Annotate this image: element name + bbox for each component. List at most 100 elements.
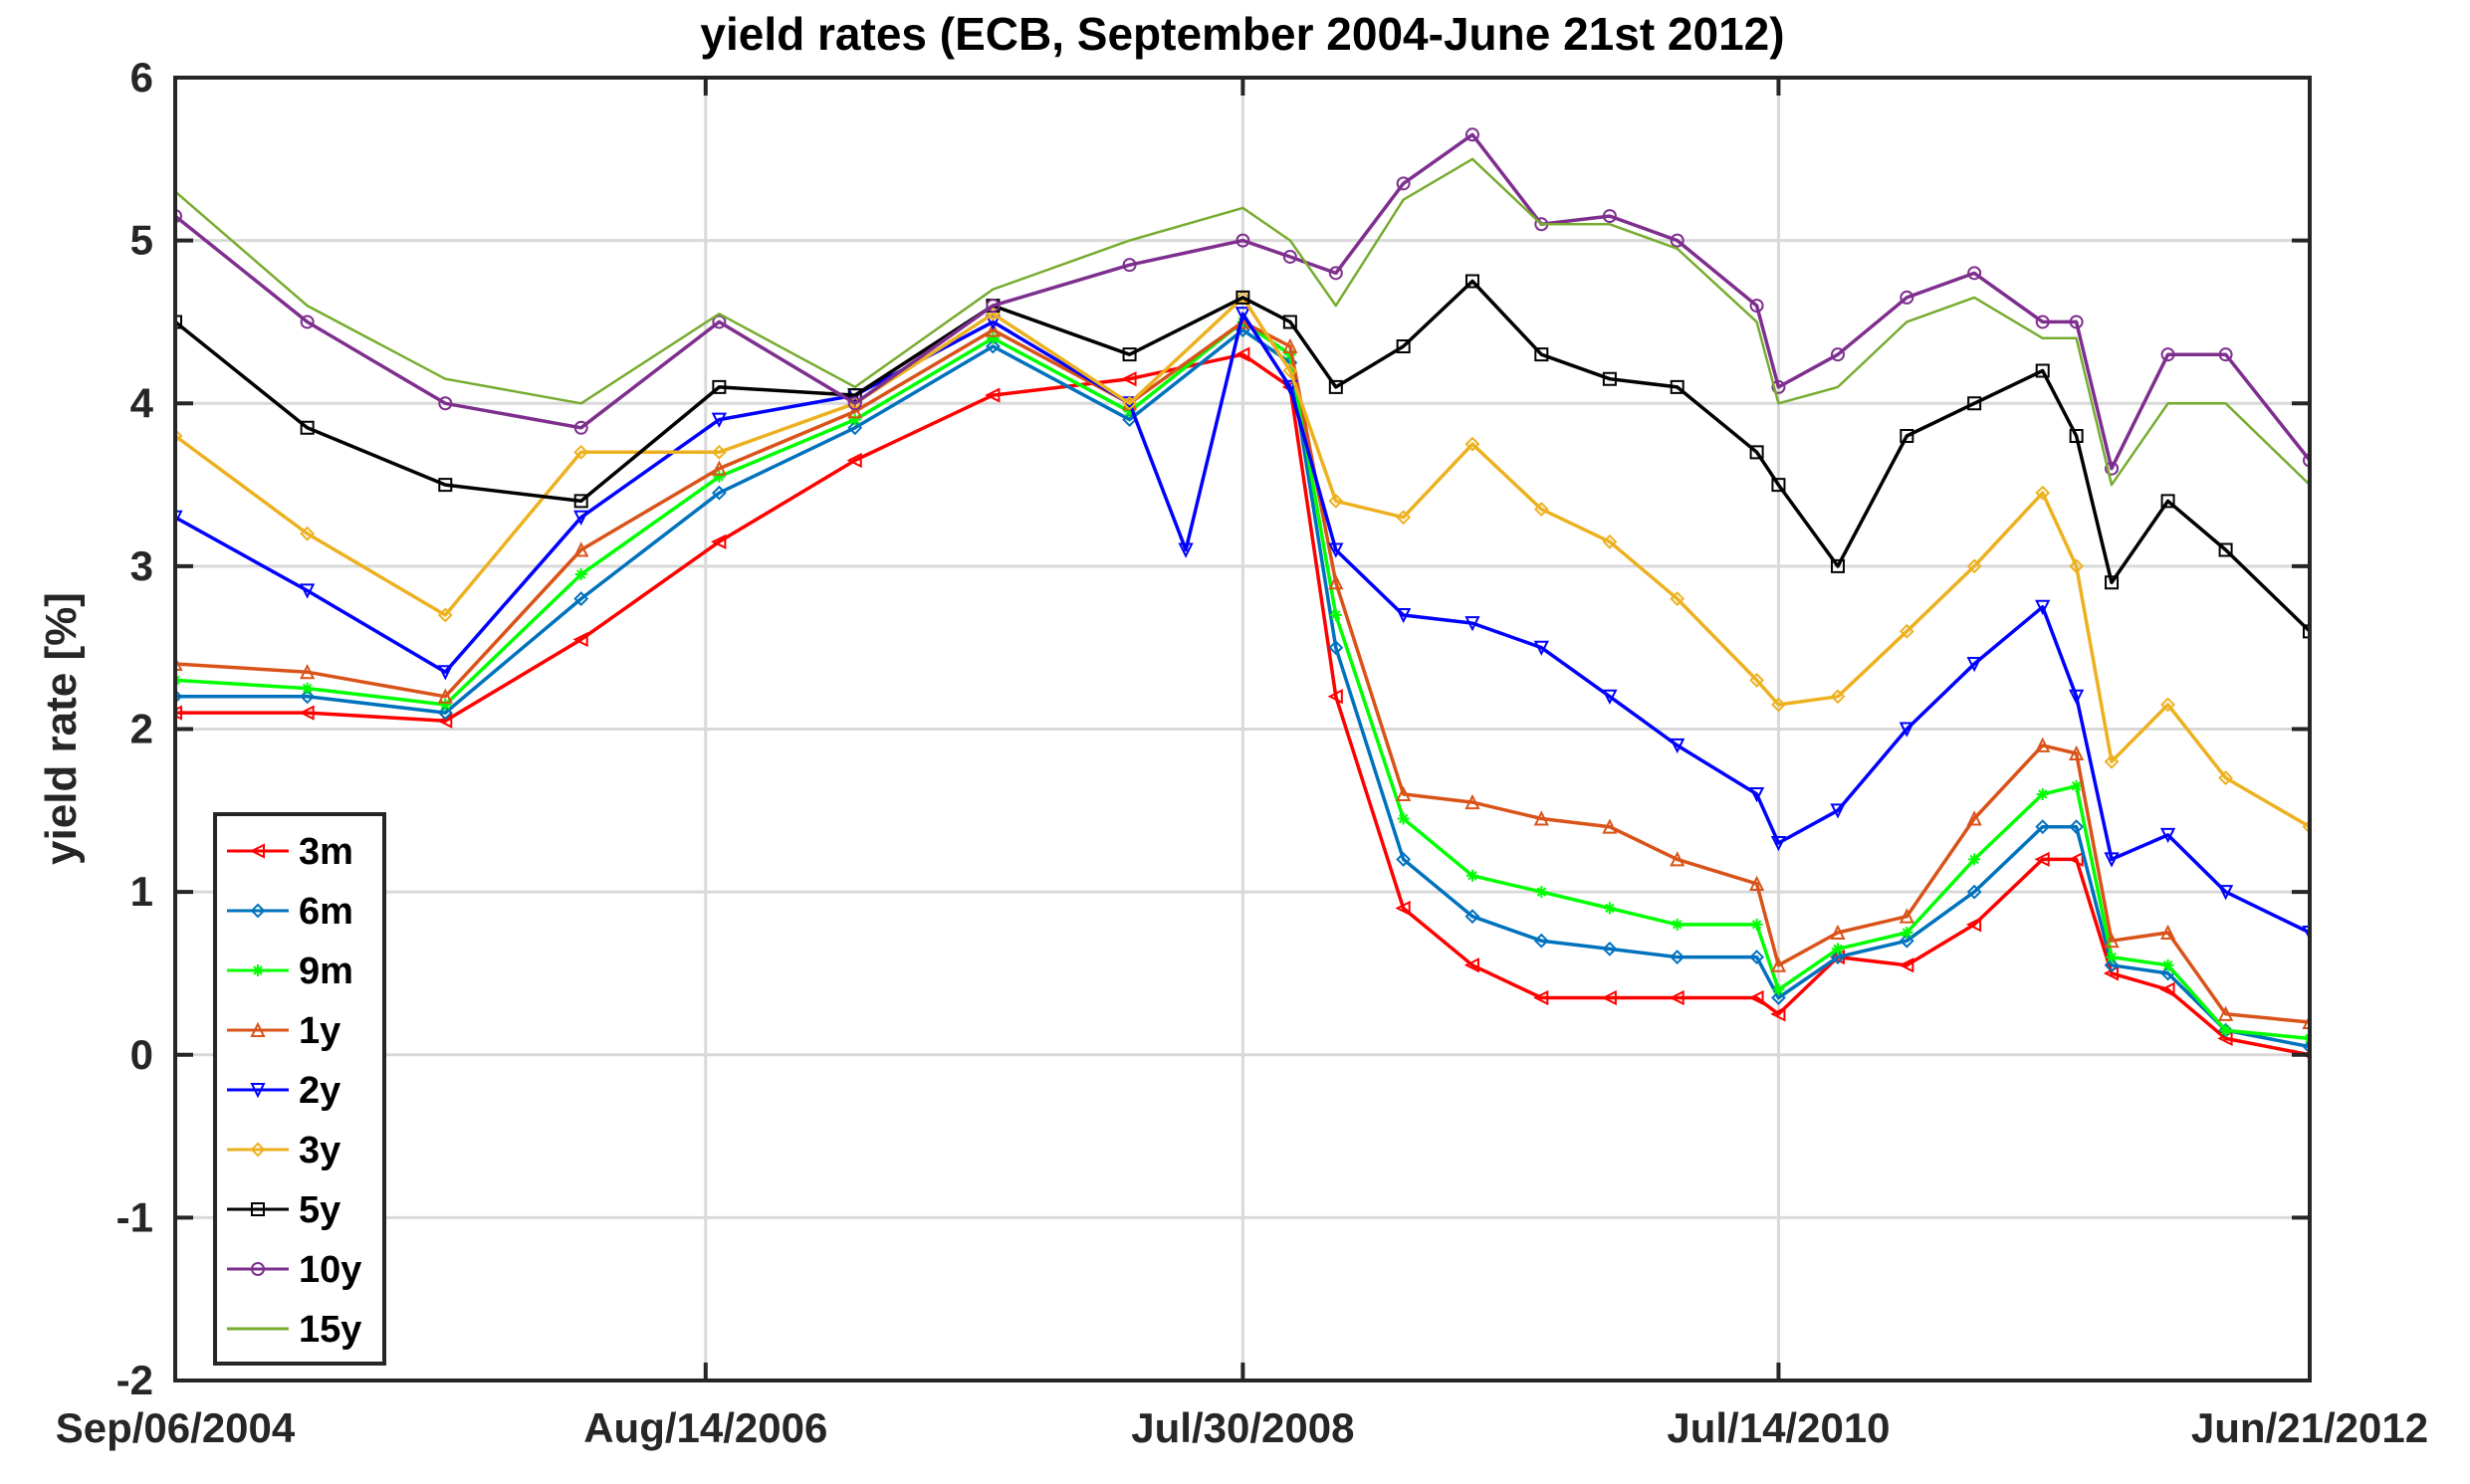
data-point-5y bbox=[438, 478, 453, 493]
data-point-2y bbox=[2217, 885, 2234, 901]
data-point-3y bbox=[1602, 533, 1618, 549]
data-point-3y bbox=[300, 526, 316, 541]
data-point-6m bbox=[1966, 884, 1982, 900]
data-point-1y bbox=[2217, 1005, 2234, 1021]
data-point-6m bbox=[437, 705, 453, 721]
data-point-3y bbox=[1771, 697, 1786, 713]
series-line-15y bbox=[175, 157, 2310, 487]
data-point-10y bbox=[1122, 258, 1137, 273]
legend-entry-3y: 3y bbox=[227, 1130, 340, 1171]
data-point-1y bbox=[2069, 744, 2085, 761]
y-tick-label: -2 bbox=[116, 1357, 153, 1403]
data-point-9m bbox=[1535, 886, 1548, 899]
data-point-2y bbox=[2159, 827, 2176, 844]
data-point-3m bbox=[1235, 346, 1250, 362]
legend-marker bbox=[252, 964, 264, 976]
data-point-1y bbox=[1899, 908, 1914, 924]
legend-entry-9m: 9m bbox=[227, 951, 353, 992]
data-point-10y bbox=[1396, 176, 1411, 191]
legend-label: 5y bbox=[299, 1189, 340, 1231]
legend-entry-15y: 15y bbox=[227, 1309, 361, 1351]
legend-marker bbox=[251, 1262, 265, 1276]
data-point-10y bbox=[1670, 233, 1684, 248]
data-point-9m bbox=[1831, 943, 1844, 955]
series-6m bbox=[175, 322, 2310, 1054]
data-point-2y bbox=[985, 315, 1002, 330]
data-point-3m bbox=[1395, 900, 1411, 917]
y-tick-label: 2 bbox=[130, 706, 153, 752]
data-point-5y bbox=[2160, 494, 2175, 509]
data-point-5y bbox=[1967, 396, 1982, 411]
data-point-3m bbox=[2159, 981, 2175, 997]
data-point-3y bbox=[1464, 436, 1480, 452]
x-tick-label: Jul/30/2008 bbox=[1131, 1404, 1354, 1451]
data-point-9m bbox=[1465, 869, 1478, 882]
data-point-2y bbox=[300, 583, 316, 599]
y-tick-label: 0 bbox=[130, 1031, 153, 1078]
data-point-1y bbox=[1770, 956, 1787, 972]
data-point-6m bbox=[175, 689, 183, 705]
data-point-3y bbox=[1899, 623, 1914, 639]
data-point-3m bbox=[1748, 989, 1764, 1006]
data-point-2y bbox=[1328, 542, 1344, 558]
data-point-9m bbox=[439, 698, 452, 711]
data-point-3y bbox=[2160, 697, 2175, 713]
data-point-3m bbox=[1965, 917, 1982, 933]
data-point-5y bbox=[1830, 558, 1845, 573]
data-point-3m bbox=[1669, 989, 1684, 1006]
data-point-2y bbox=[1235, 307, 1250, 322]
legend-entry-10y: 10y bbox=[227, 1249, 361, 1291]
data-point-3m bbox=[1601, 989, 1617, 1006]
data-point-6m bbox=[2302, 1039, 2310, 1054]
data-point-5y bbox=[712, 379, 727, 394]
data-point-3y bbox=[573, 444, 589, 460]
data-point-3m bbox=[175, 705, 182, 721]
data-point-6m bbox=[2069, 819, 2085, 835]
data-point-1y bbox=[711, 460, 727, 476]
data-point-6m bbox=[300, 689, 316, 705]
data-point-6m bbox=[1464, 909, 1480, 925]
data-point-10y bbox=[986, 299, 1001, 314]
data-point-6m bbox=[2104, 957, 2120, 973]
data-point-6m bbox=[1533, 933, 1549, 949]
data-point-1y bbox=[985, 321, 1002, 337]
data-point-1y bbox=[1464, 793, 1480, 810]
data-point-3y bbox=[1396, 510, 1412, 526]
data-point-3y bbox=[711, 444, 727, 460]
data-point-1y bbox=[2104, 932, 2120, 949]
data-point-10y bbox=[1771, 379, 1786, 394]
data-point-5y bbox=[1534, 347, 1549, 362]
data-point-3m bbox=[1899, 957, 1914, 973]
legend-marker bbox=[250, 1083, 266, 1099]
data-point-2y bbox=[437, 665, 453, 681]
data-point-5y bbox=[1464, 274, 1479, 289]
series-layer bbox=[175, 127, 2310, 1059]
data-point-9m bbox=[987, 331, 1000, 344]
data-point-6m bbox=[711, 485, 727, 501]
x-tick-label: Aug/14/2006 bbox=[583, 1404, 827, 1451]
data-point-6m bbox=[847, 420, 863, 436]
legend-marker bbox=[250, 1142, 266, 1158]
data-point-5y bbox=[2035, 363, 2050, 378]
data-point-2y bbox=[2035, 599, 2051, 616]
data-point-9m bbox=[2219, 1024, 2232, 1037]
data-point-2y bbox=[1830, 803, 1846, 819]
data-point-5y bbox=[300, 420, 315, 435]
chart-title: yield rates (ECB, September 2004-June 21… bbox=[700, 8, 1784, 60]
data-point-10y bbox=[1830, 347, 1845, 362]
series-15y bbox=[175, 157, 2310, 487]
legend-label: 9m bbox=[299, 951, 353, 992]
legend-marker bbox=[249, 843, 265, 859]
data-point-1y bbox=[2302, 1013, 2310, 1030]
series-line-6m bbox=[175, 327, 2310, 1049]
data-point-1y bbox=[437, 688, 453, 704]
data-point-9m bbox=[2106, 951, 2119, 963]
series-1y bbox=[175, 314, 2310, 1030]
data-point-5y bbox=[1900, 428, 1914, 443]
data-point-5y bbox=[573, 494, 588, 509]
series-line-3m bbox=[175, 352, 2310, 1057]
data-point-6m bbox=[986, 338, 1001, 354]
data-point-1y bbox=[1670, 851, 1685, 867]
data-point-5y bbox=[2105, 575, 2120, 590]
data-point-10y bbox=[2160, 347, 2175, 362]
